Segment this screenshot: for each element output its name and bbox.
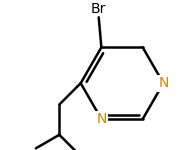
Text: N: N (96, 112, 107, 126)
Text: Br: Br (91, 2, 106, 16)
Text: N: N (158, 76, 169, 90)
